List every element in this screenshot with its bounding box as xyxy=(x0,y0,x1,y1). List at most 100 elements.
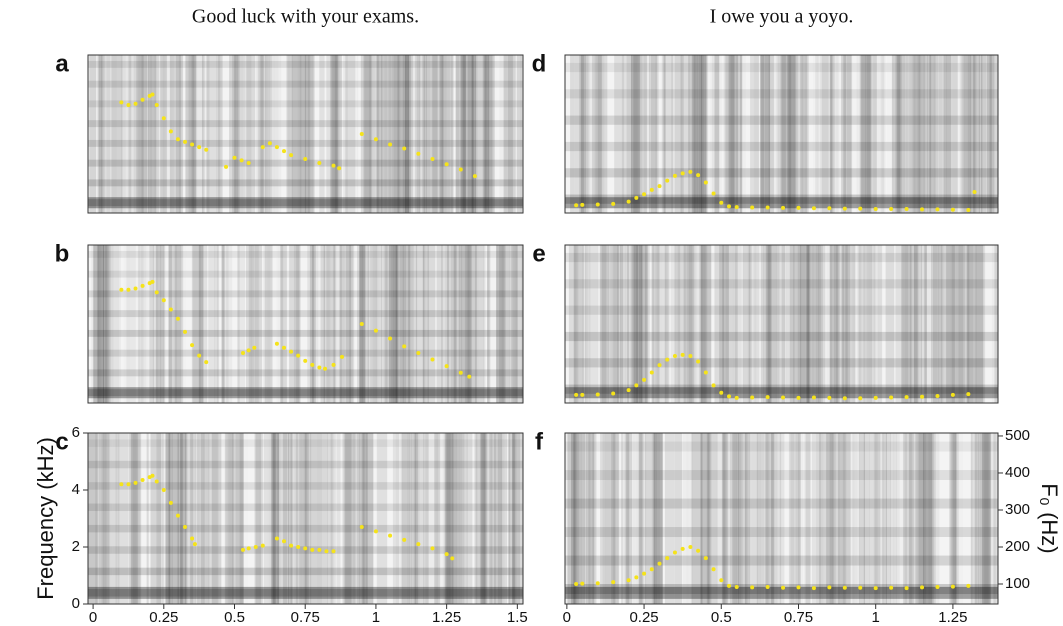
f0-point xyxy=(858,396,863,401)
spectro-streak xyxy=(104,245,109,403)
spectro-band xyxy=(88,349,523,357)
spectro-streak xyxy=(579,433,583,604)
spectro-streak xyxy=(576,433,584,604)
spectro-streak xyxy=(655,433,659,604)
spectro-streak xyxy=(147,55,156,213)
spectro-streak xyxy=(126,245,137,403)
spectro-streak xyxy=(914,433,924,604)
spectro-streak xyxy=(846,433,854,604)
spectro-streak xyxy=(345,55,356,213)
spectro-streak xyxy=(726,245,729,403)
f0-point xyxy=(665,357,670,362)
spectro-streak xyxy=(331,55,342,213)
spectro-streak xyxy=(654,433,663,604)
f0-point xyxy=(750,395,755,400)
spectro-streak xyxy=(830,55,835,213)
f0-point xyxy=(458,370,463,375)
spectro-streak xyxy=(573,245,577,403)
spectro-streak xyxy=(96,245,108,403)
spectro-streak xyxy=(700,245,712,403)
spectro-streak xyxy=(296,433,303,604)
f0-point xyxy=(858,585,863,590)
f0-point xyxy=(416,542,421,547)
f0-point xyxy=(458,167,463,172)
spectro-streak xyxy=(115,433,118,604)
spectro-streak xyxy=(211,433,222,604)
spectro-streak xyxy=(918,433,926,604)
spectro-streak xyxy=(916,433,928,604)
spectro-streak xyxy=(180,433,188,604)
spectro-streak xyxy=(626,55,638,213)
spectro-streak xyxy=(150,55,160,213)
f0-point xyxy=(253,545,258,549)
spectro-streak xyxy=(611,433,619,604)
f0-point xyxy=(734,395,739,400)
spectro-streak xyxy=(913,245,918,403)
spectro-streak xyxy=(515,245,524,403)
spectro-streak xyxy=(458,245,469,403)
spectro-streak xyxy=(110,55,123,213)
f0-point xyxy=(289,349,294,354)
f0-point xyxy=(950,207,955,212)
spectro-streak xyxy=(873,245,883,403)
spectro-streak xyxy=(441,433,449,604)
spectro-band xyxy=(88,179,523,187)
spectro-streak xyxy=(229,55,239,213)
f0-point xyxy=(310,547,315,552)
spectro-streak xyxy=(688,245,694,403)
spectro-streak xyxy=(482,55,487,213)
spectro-streak xyxy=(866,55,871,213)
spectro-streak xyxy=(699,245,706,403)
spectro-streak xyxy=(806,245,818,403)
spectro-streak xyxy=(263,245,272,403)
f0-point xyxy=(402,537,407,542)
f0-point xyxy=(337,166,342,171)
spectro-streak xyxy=(837,433,847,604)
spectro-streak xyxy=(158,433,164,604)
spectro-streak xyxy=(375,55,386,213)
spectro-streak xyxy=(304,55,314,213)
spectro-streak xyxy=(729,433,737,604)
spectro-streak xyxy=(781,245,786,403)
spectro-streak xyxy=(177,433,184,604)
f0-point xyxy=(359,132,364,136)
spectro-streak xyxy=(283,433,288,604)
f0-point xyxy=(444,552,449,557)
spectro-streak xyxy=(475,433,487,604)
spectro-streak xyxy=(187,55,194,213)
f0-point xyxy=(450,556,455,561)
spectro-streak xyxy=(136,55,148,213)
spectro-streak xyxy=(451,55,454,213)
spectro-band xyxy=(88,369,523,377)
f0-point xyxy=(595,392,600,397)
spectro-streak xyxy=(165,433,173,604)
spectro-streak xyxy=(980,55,987,213)
spectro-streak xyxy=(843,55,852,213)
spectro-streak xyxy=(325,245,331,403)
spectro-streak xyxy=(714,245,725,403)
spectro-streak xyxy=(621,433,624,604)
spectro-streak xyxy=(483,433,488,604)
spectro-streak xyxy=(360,433,365,604)
spectro-streak xyxy=(513,433,521,604)
spectro-streak xyxy=(776,55,783,213)
f0-point xyxy=(267,141,272,146)
spectro-streak xyxy=(190,55,197,213)
spectro-streak xyxy=(800,245,807,403)
f0-point xyxy=(649,370,654,375)
spectro-streak xyxy=(489,433,497,604)
x-tick-label: 1 xyxy=(372,609,380,626)
spectro-streak xyxy=(700,245,711,403)
spectro-streak xyxy=(568,245,576,403)
spectro-streak xyxy=(994,245,998,403)
spectro-streak xyxy=(975,245,984,403)
spectro-streak xyxy=(962,55,972,213)
spectro-band xyxy=(88,310,523,318)
spectro-streak xyxy=(826,433,834,604)
f0-point xyxy=(796,205,801,210)
spectro-streak xyxy=(496,245,504,403)
spectro-streak xyxy=(201,55,205,213)
spectro-streak xyxy=(360,55,371,213)
f0-point xyxy=(289,153,294,158)
spectro-streak xyxy=(156,245,165,403)
